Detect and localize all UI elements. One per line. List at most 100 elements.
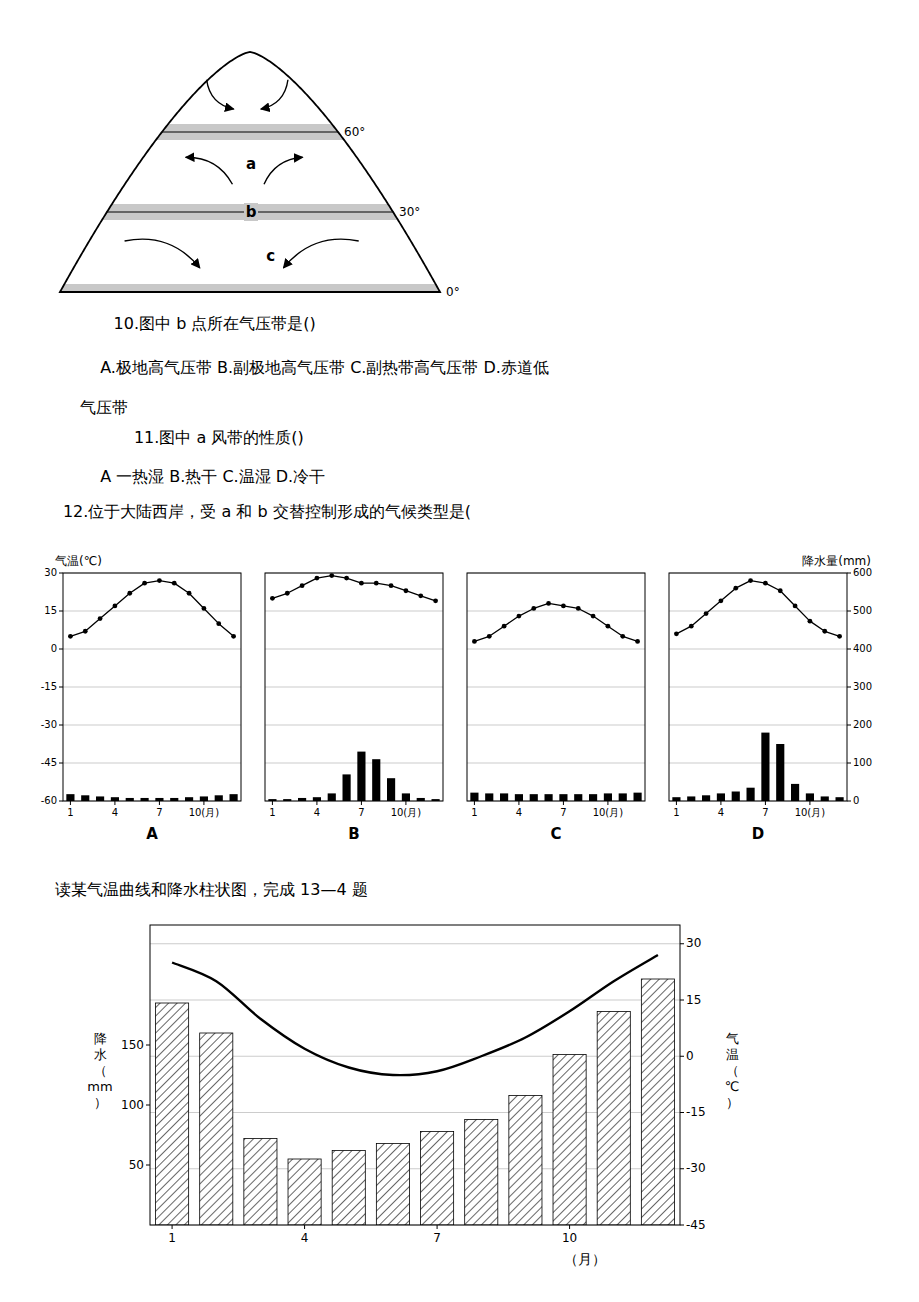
bar — [553, 1055, 586, 1225]
marker — [704, 611, 709, 616]
x-tick — [405, 801, 406, 805]
y-tick-label: 150 — [121, 1038, 144, 1052]
chart: 1471050100150-45-30-1501530降水（mm）气温（℃）（月… — [55, 880, 739, 1267]
grid-line — [63, 763, 241, 764]
x-tick — [518, 801, 519, 805]
x-tick-label: 1 — [67, 807, 73, 818]
bar — [470, 793, 478, 801]
bar — [776, 744, 784, 801]
y2-tick-label: 15 — [686, 993, 701, 1007]
y-tick-label: 15 — [44, 605, 57, 616]
plot-frame — [669, 573, 847, 801]
y2-tick-label: -15 — [686, 1105, 706, 1119]
y2-tick — [847, 801, 851, 802]
bar — [619, 793, 627, 801]
bar — [421, 1131, 454, 1225]
y2-tick — [847, 687, 851, 688]
line — [676, 581, 839, 637]
wind-arrow — [264, 157, 303, 184]
question-line: 11.图中 a 风带的性质() — [114, 428, 304, 447]
question-line: 12.位于大陆西岸，受 a 和 b 交替控制形成的气候类型是( — [63, 502, 471, 521]
grid-line — [467, 687, 645, 688]
bar — [717, 793, 725, 801]
marker — [472, 639, 477, 644]
y-tick — [59, 763, 63, 764]
bar — [357, 752, 365, 801]
label-part: 水 — [94, 1047, 107, 1062]
y2-tick-label: -30 — [686, 1161, 706, 1175]
marker — [719, 598, 724, 603]
latitude-line — [60, 292, 440, 293]
x-tick — [304, 1225, 305, 1229]
bar — [836, 797, 844, 801]
bar — [185, 797, 193, 801]
marker — [778, 588, 783, 593]
plot-frame — [467, 573, 645, 801]
y-tick — [59, 801, 63, 802]
bar — [81, 795, 89, 801]
grid-line — [669, 649, 847, 650]
y2-tick-label: 300 — [853, 681, 872, 692]
wind-arrow — [283, 239, 358, 268]
y2-tick-label: 200 — [853, 719, 872, 730]
label-part: （ — [94, 1063, 107, 1078]
grid-line — [467, 725, 645, 726]
marker — [620, 634, 625, 639]
y-tick-label: 30 — [44, 567, 57, 578]
y2-tick — [847, 649, 851, 650]
line — [172, 955, 658, 1075]
marker — [216, 621, 221, 626]
x-tick — [361, 801, 362, 805]
plot-area — [470, 601, 641, 801]
marker — [763, 581, 768, 586]
y2-axis-label: 降水量(mm) — [802, 554, 871, 568]
wind-arrow — [186, 157, 233, 184]
wind-belt-label: c — [266, 247, 275, 265]
x-tick — [437, 1225, 438, 1229]
bar — [732, 792, 740, 802]
chart-title: A — [146, 825, 158, 843]
bar — [332, 1151, 365, 1225]
pressure-belt-label: b — [246, 203, 257, 221]
bar — [589, 794, 597, 801]
marker — [270, 596, 275, 601]
bar — [761, 733, 769, 801]
y2-axis-label: 气温（℃） — [725, 1031, 740, 1110]
marker — [142, 581, 147, 586]
bar — [156, 1003, 189, 1225]
label-part: （ — [726, 1063, 739, 1078]
y-tick — [59, 573, 63, 574]
bar — [641, 979, 674, 1225]
x-tick-label: 10(月) — [593, 807, 624, 818]
x-tick — [563, 801, 564, 805]
bar — [215, 795, 223, 801]
y2-tick — [847, 763, 851, 764]
marker — [433, 598, 438, 603]
grid-line — [265, 649, 443, 650]
y2-tick-label: 500 — [853, 605, 872, 616]
bar — [111, 797, 119, 801]
x-tick — [159, 801, 160, 805]
bar — [465, 1119, 498, 1225]
marker — [517, 614, 522, 619]
label-part: 气 — [726, 1031, 739, 1046]
y-tick — [59, 687, 63, 688]
chart: 14710(月)-60-45-30-1501530气温(℃)A — [41, 554, 241, 843]
label-part: ℃ — [725, 1079, 740, 1094]
chart-title: C — [550, 825, 561, 843]
y-tick-label: -45 — [41, 757, 57, 768]
marker — [531, 606, 536, 611]
marker — [837, 634, 842, 639]
y-tick-label: 50 — [129, 1158, 144, 1172]
grid-line — [150, 1000, 680, 1001]
x-tick-label: 7 — [560, 807, 566, 818]
bar — [402, 793, 410, 801]
grid-line — [63, 611, 241, 612]
grid-line — [63, 649, 241, 650]
x-tick-label: 10 — [562, 1231, 577, 1245]
x-tick-label: 10(月) — [189, 807, 220, 818]
bar — [500, 793, 508, 801]
plot-frame — [265, 573, 443, 801]
bar — [200, 1033, 233, 1225]
bar — [288, 1159, 321, 1225]
